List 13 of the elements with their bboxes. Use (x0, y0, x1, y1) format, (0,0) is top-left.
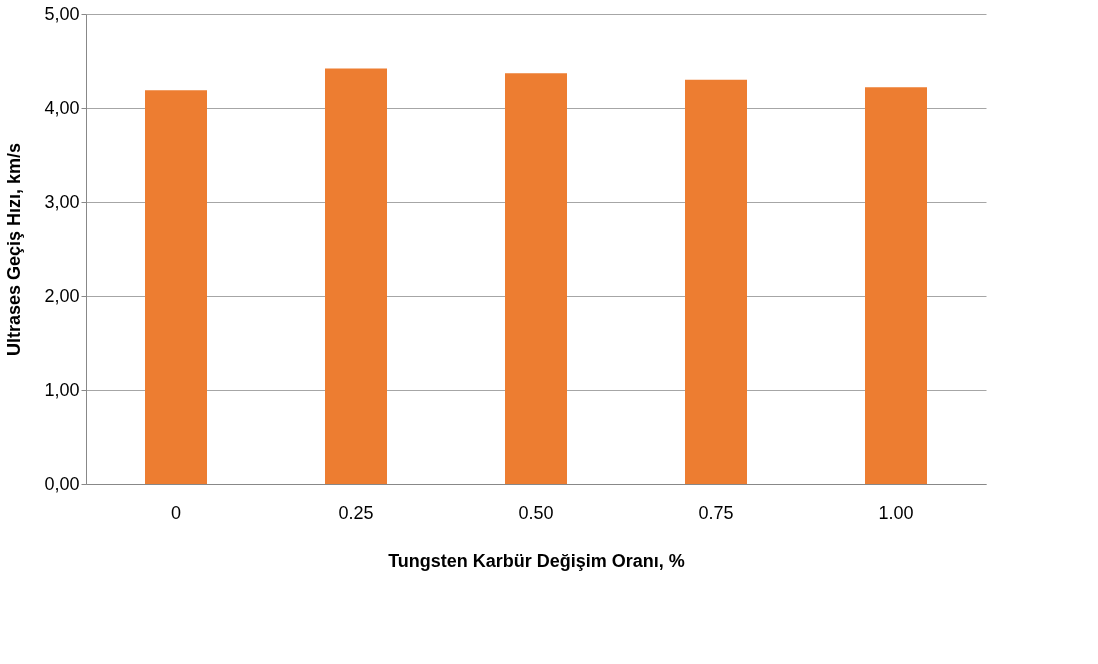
x-tick-label: 1.00 (878, 502, 914, 523)
x-tick-label: 0 (170, 502, 182, 523)
y-tick-label: 1,00 (44, 379, 80, 400)
y-tick-label: 3,00 (44, 191, 80, 212)
y-axis-title: Ultrases Geçiş Hızı, km/s (4, 142, 25, 357)
x-tick-label: 0.50 (518, 502, 554, 523)
y-tick-label: 0,00 (44, 473, 80, 494)
y-tick-label: 2,00 (44, 285, 80, 306)
x-axis-title: Tungsten Karbür Değişim Oranı, % (388, 550, 685, 571)
x-tick-label: 0.25 (338, 502, 374, 523)
x-tick-label: 0.75 (698, 502, 734, 523)
y-tick-label: 4,00 (44, 97, 80, 118)
y-tick-label: 5,00 (44, 3, 80, 24)
